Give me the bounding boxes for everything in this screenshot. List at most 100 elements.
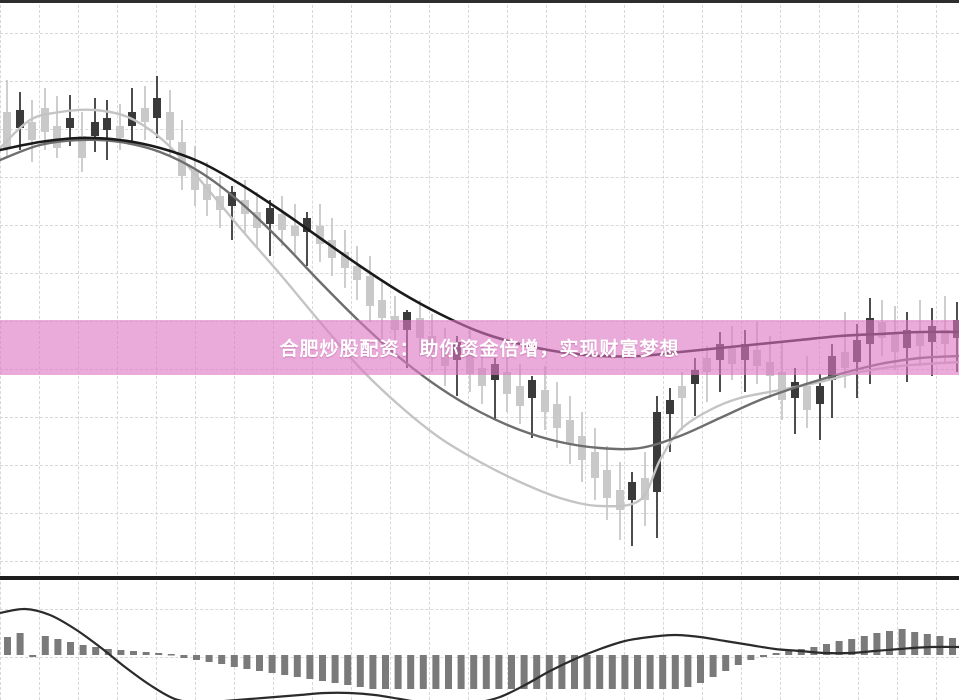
candle-body [316, 226, 324, 244]
candle-body [791, 382, 799, 398]
macd-bar [533, 655, 541, 689]
macd-bar [697, 655, 704, 683]
macd-bar [835, 641, 843, 655]
macd-bar [911, 632, 919, 655]
macd-bar [79, 645, 87, 655]
promo-banner: 合肥炒股配资：助你资金倍增，实现财富梦想 [0, 320, 959, 375]
candle-body [778, 372, 786, 400]
macd-bar [722, 655, 730, 671]
macd-bar [571, 655, 578, 689]
candle-wick [306, 212, 308, 266]
candle-body [578, 436, 586, 460]
macd-bar [860, 636, 868, 655]
macd-bar [243, 655, 251, 669]
candle-wick [269, 200, 271, 256]
macd-bar [167, 654, 175, 656]
macd-bar [331, 655, 339, 683]
candle-body [266, 208, 274, 224]
macd-bar [583, 655, 591, 689]
macd-bar [432, 655, 440, 689]
macd-signal-line [0, 607, 959, 700]
candle-wick [494, 358, 496, 420]
ma-line [0, 108, 959, 508]
candle-body [516, 386, 524, 406]
macd-bar [54, 639, 62, 655]
macd-bar [256, 655, 263, 671]
macd-bar [886, 631, 893, 655]
candle-body [228, 192, 236, 206]
candle-body [541, 390, 549, 412]
candle-body [366, 276, 374, 306]
macd-bar [785, 651, 793, 655]
macd-bar [558, 655, 566, 689]
candle-body [78, 136, 86, 158]
candle-wick [631, 472, 633, 546]
candle-body [291, 226, 299, 236]
candle-body [628, 482, 636, 500]
candle-body [816, 386, 824, 404]
macd-bar [193, 655, 200, 660]
promo-banner-text: 合肥炒股配资：助你资金倍增，实现财富梦想 [279, 338, 680, 360]
macd-bar [772, 653, 780, 655]
macd-bar [394, 655, 402, 689]
macd-bar [596, 655, 604, 689]
macd-bar [621, 655, 629, 689]
macd-bar [608, 655, 616, 689]
macd-bar [117, 650, 125, 655]
candle-body [203, 184, 211, 200]
macd-bar [155, 653, 163, 655]
candle-body [591, 452, 599, 478]
candle-body [478, 368, 486, 386]
macd-bar [230, 655, 238, 667]
macd-bar [848, 639, 856, 655]
macd-bar [41, 636, 49, 655]
candle-body [253, 212, 261, 228]
candle-body [378, 300, 386, 318]
macd-bar [734, 655, 742, 665]
top-border-rule [0, 0, 959, 3]
candle-wick [231, 186, 233, 240]
macd-bar [142, 652, 150, 655]
macd-bar [936, 636, 944, 655]
candle-body [566, 420, 574, 444]
candle-wick [694, 358, 696, 416]
macd-panel [0, 581, 959, 700]
candle-wick [831, 344, 833, 418]
macd-bar [92, 647, 100, 655]
candle-body [166, 112, 174, 140]
macd-bar [29, 655, 37, 657]
macd-bar [684, 655, 692, 687]
candle-body [641, 478, 649, 500]
macd-bar [16, 633, 24, 655]
candlestick-series [0, 76, 959, 546]
candle-body [66, 118, 74, 128]
candle-body [116, 126, 124, 138]
candle-body [553, 404, 561, 428]
panel-divider [0, 576, 959, 580]
candle-body [3, 112, 11, 148]
candle-body [503, 372, 511, 394]
candle-body [666, 400, 674, 414]
macd-bar [873, 633, 881, 655]
candle-body [41, 108, 49, 132]
macd-bar [659, 655, 667, 689]
macd-bar [445, 655, 452, 689]
macd-bar [646, 655, 654, 689]
macd-bar [104, 649, 112, 655]
macd-bar [281, 655, 289, 675]
macd-bar [823, 644, 830, 655]
macd-bar [760, 655, 767, 657]
macd-bar [898, 629, 906, 655]
macd-bar [407, 655, 415, 689]
macd-bar [382, 655, 389, 689]
candle-body [603, 470, 611, 498]
candle-body [653, 412, 661, 492]
macd-bar [923, 634, 931, 655]
candle-body [528, 380, 536, 398]
macd-bar [747, 655, 755, 660]
macd-bar [482, 655, 490, 689]
candle-body [103, 118, 111, 130]
macd-bar [306, 655, 314, 679]
candle-body [16, 110, 24, 128]
